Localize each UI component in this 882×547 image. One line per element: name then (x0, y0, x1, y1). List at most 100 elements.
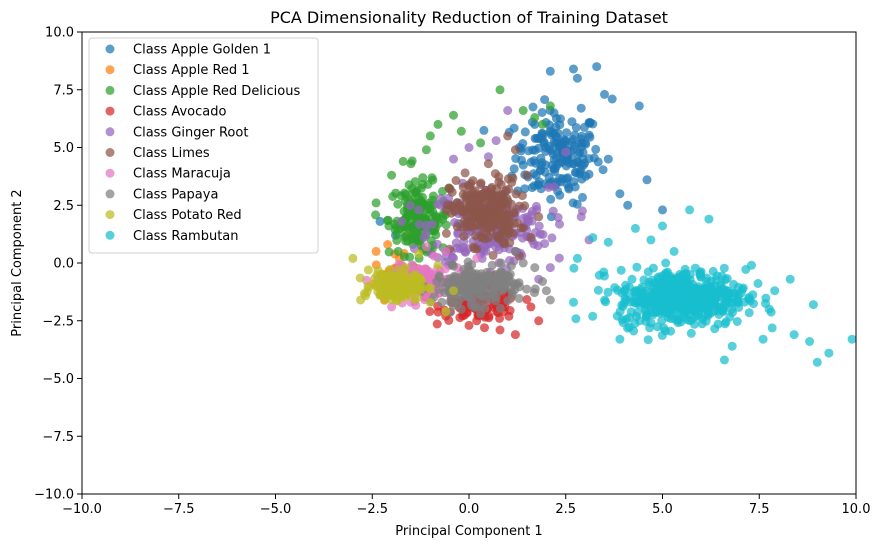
scatter-point (520, 184, 530, 194)
scatter-point (522, 170, 532, 180)
scatter-point (785, 274, 795, 284)
scatter-point (517, 155, 526, 165)
scatter-point (464, 143, 474, 152)
scatter-point (578, 147, 588, 157)
scatter-point (696, 267, 706, 277)
scatter-point (405, 200, 415, 210)
scatter-point (629, 326, 639, 336)
scatter-point (522, 284, 532, 294)
scatter-point (483, 152, 493, 162)
scatter-point (744, 292, 754, 302)
scatter-point (686, 290, 696, 300)
legend-label: Class Apple Golden 1 (133, 43, 271, 58)
scatter-point (545, 295, 555, 305)
chart-title: PCA Dimensionality Reduction of Training… (270, 8, 668, 27)
scatter-point (456, 126, 466, 136)
scatter-point (449, 110, 458, 120)
scatter-point (480, 323, 489, 333)
scatter-point (387, 302, 397, 312)
scatter-point (646, 235, 656, 245)
scatter-point (702, 303, 712, 313)
scatter-point (593, 285, 603, 295)
scatter-point (572, 253, 582, 263)
scatter-point (496, 279, 506, 289)
legend-marker (105, 148, 115, 157)
legend-label: Class Maracuja (133, 167, 231, 182)
scatter-point (588, 233, 598, 243)
scatter-point (642, 175, 652, 185)
scatter-point (658, 303, 668, 313)
scatter-point (747, 260, 756, 270)
scatter-point (460, 168, 470, 178)
scatter-point (505, 238, 515, 248)
scatter-point (592, 62, 602, 72)
scatter-point (503, 131, 513, 141)
scatter-point (526, 302, 536, 312)
legend-item: Class Apple Red Delicious (105, 84, 300, 99)
scatter-point (520, 127, 530, 137)
scatter-point (526, 233, 536, 243)
scatter-point (441, 205, 451, 215)
scatter-point (666, 314, 676, 324)
scatter-point (495, 325, 505, 335)
scatter-point (497, 211, 506, 221)
scatter-point (603, 287, 613, 297)
y-tick-label: −10.0 (34, 488, 74, 503)
scatter-point (633, 307, 643, 317)
scatter-point (576, 103, 586, 113)
scatter-point (719, 355, 729, 365)
scatter-point (618, 318, 628, 327)
scatter-point (490, 198, 500, 208)
scatter-point (388, 192, 398, 201)
scatter-point (447, 260, 457, 270)
scatter-point (767, 323, 777, 333)
scatter-point (457, 286, 467, 296)
legend-label: Class Limes (133, 146, 210, 161)
scatter-point (477, 199, 487, 209)
scatter-point (569, 64, 578, 74)
scatter-point (728, 288, 738, 298)
series-9 (569, 205, 857, 367)
scatter-point (476, 138, 486, 148)
scatter-point (438, 277, 448, 287)
scatter-point (649, 288, 659, 297)
scatter-point (538, 230, 548, 239)
x-tick-label: 0.0 (459, 502, 480, 517)
scatter-point (719, 263, 729, 273)
scatter-point (661, 258, 671, 268)
scatter-point (363, 281, 373, 291)
scatter-point (406, 159, 416, 169)
scatter-point (685, 270, 695, 279)
scatter-point (705, 296, 715, 305)
scatter-point (432, 277, 442, 286)
scatter-point (545, 263, 555, 273)
scatter-point (421, 145, 431, 155)
scatter-point (632, 262, 642, 272)
x-tick-label: 2.5 (555, 502, 576, 517)
scatter-point (576, 160, 586, 170)
scatter-point (459, 231, 469, 241)
scatter-point (549, 182, 559, 192)
legend-label: Class Apple Red 1 (133, 63, 250, 78)
scatter-point (764, 304, 774, 314)
scatter-point (550, 167, 560, 177)
scatter-point (530, 113, 540, 122)
scatter-point (398, 156, 408, 166)
legend-item: Class Limes (105, 146, 210, 161)
scatter-point (808, 300, 818, 310)
scatter-point (473, 206, 483, 216)
scatter-point (355, 273, 365, 283)
scatter-point (400, 232, 410, 242)
scatter-point (397, 217, 407, 227)
scatter-point (456, 304, 466, 314)
scatter-point (571, 123, 581, 132)
scatter-point (545, 101, 555, 111)
scatter-point (658, 221, 667, 231)
scatter-point (451, 176, 461, 185)
scatter-point (462, 211, 472, 221)
scatter-point (561, 147, 571, 157)
scatter-point (479, 125, 489, 135)
scatter-point (537, 108, 547, 117)
scatter-point (721, 317, 731, 327)
scatter-point (392, 285, 401, 295)
